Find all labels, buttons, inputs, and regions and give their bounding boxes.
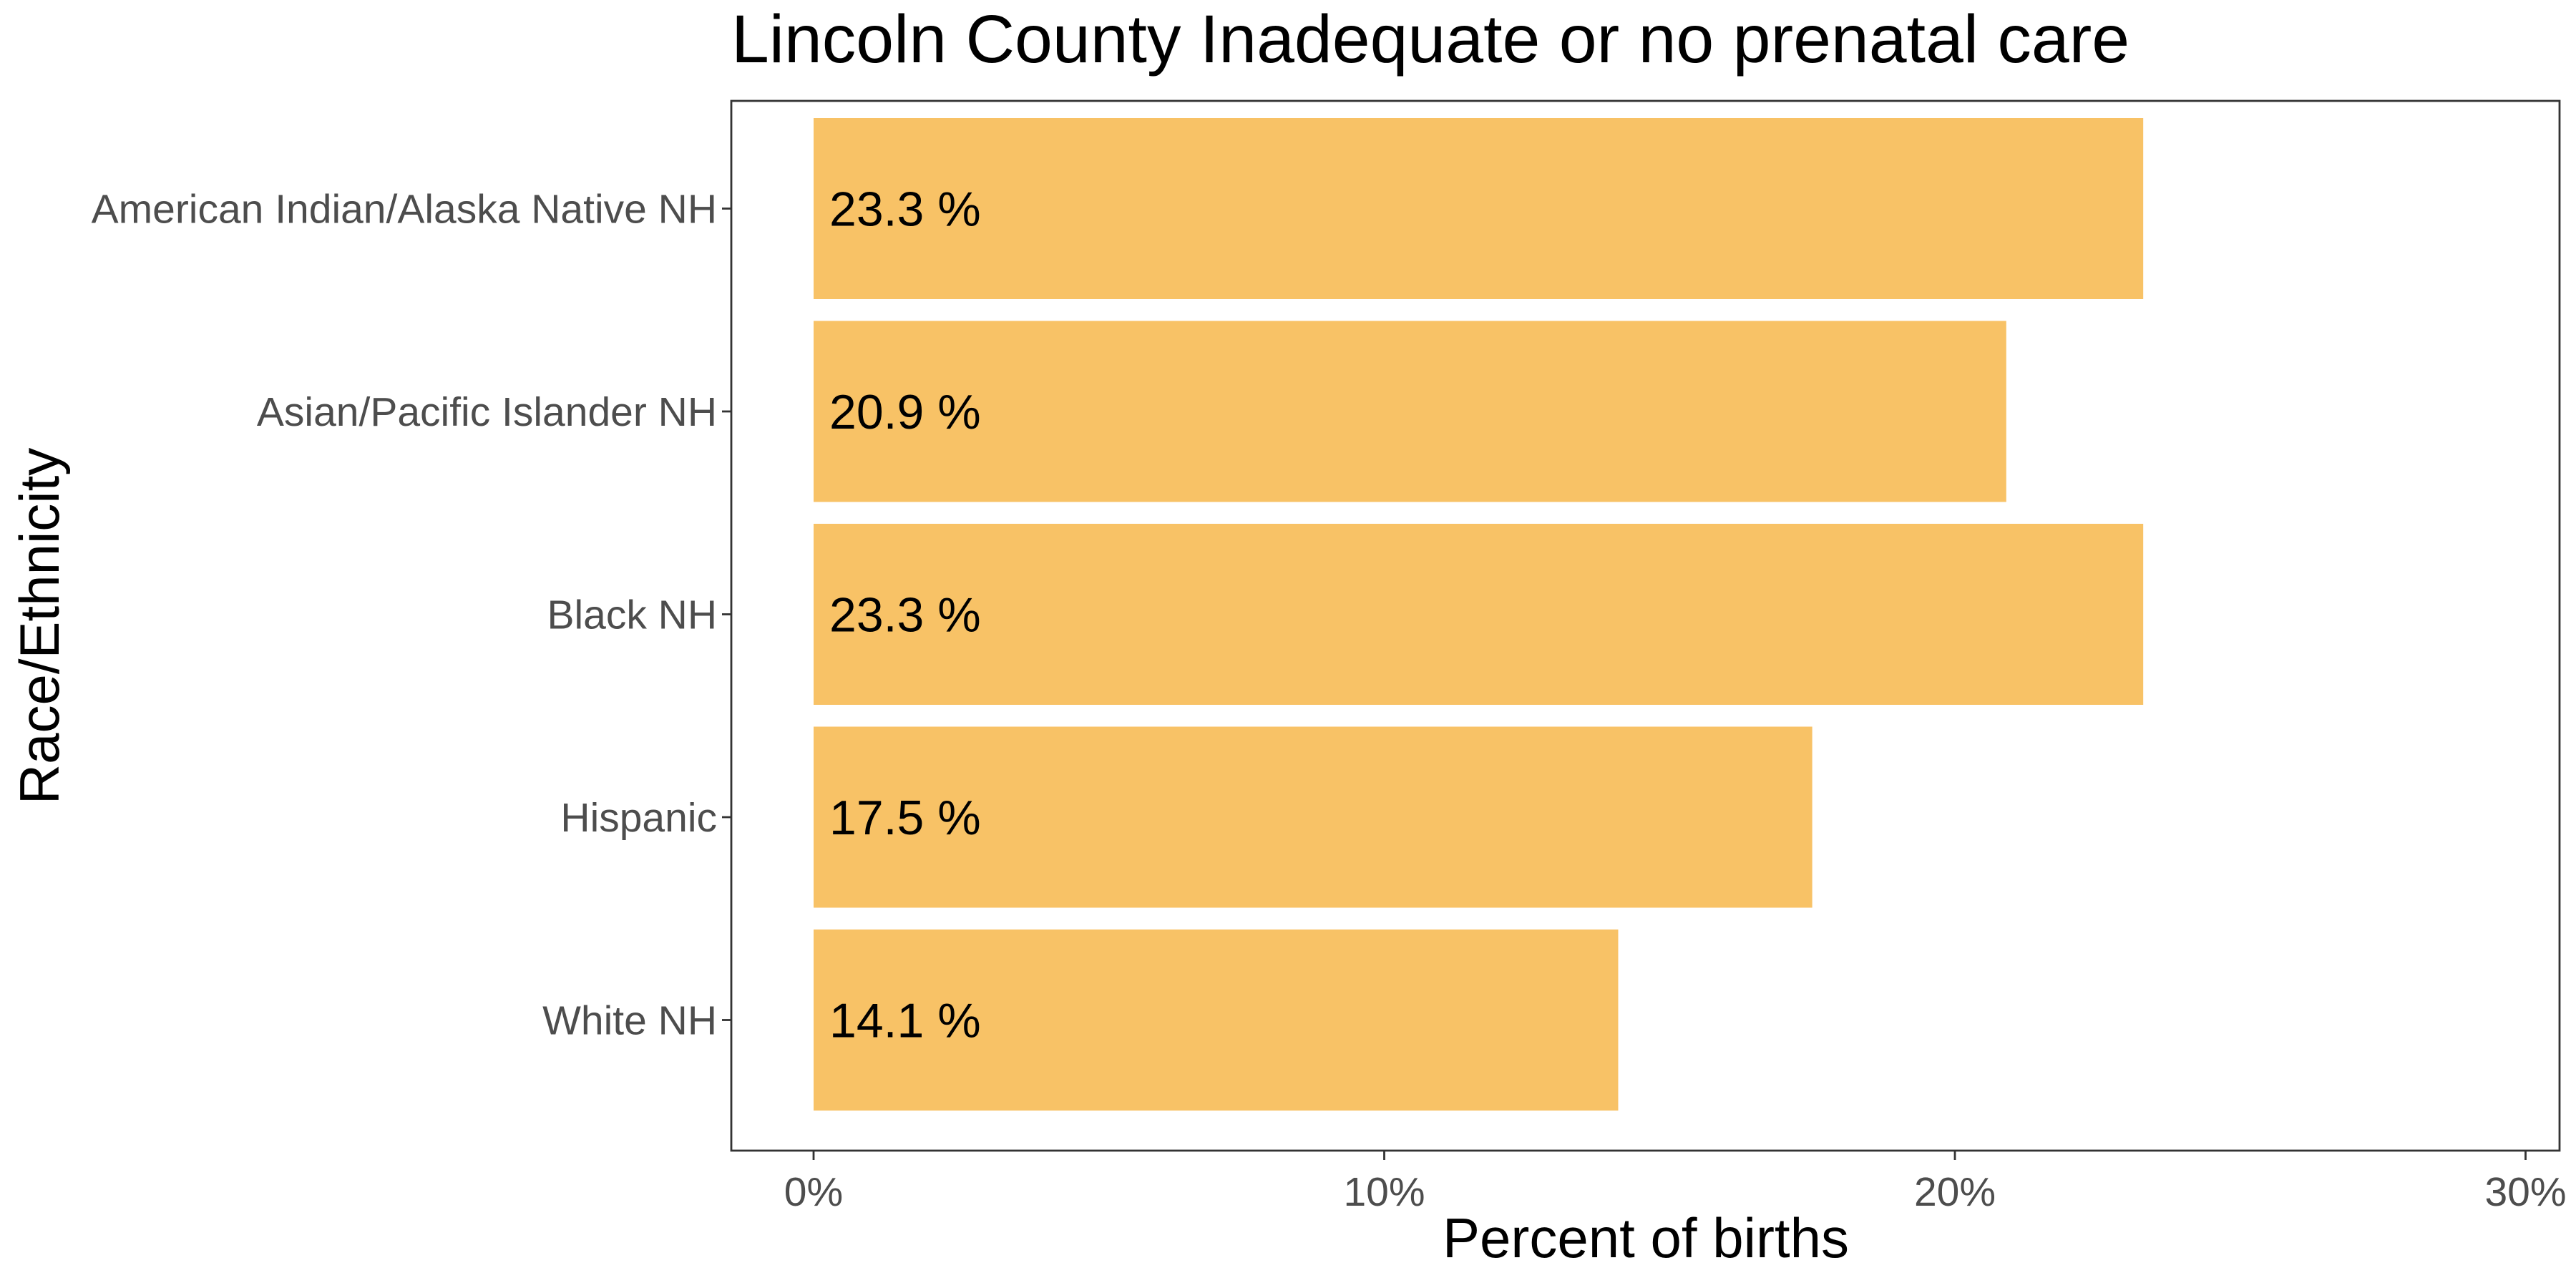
data-label: 20.9 % bbox=[829, 385, 981, 439]
y-tick-label: American Indian/Alaska Native NH bbox=[92, 187, 717, 233]
chart-title: Lincoln County Inadequate or no prenatal… bbox=[731, 1, 2129, 77]
x-tick-label: 10% bbox=[1343, 1169, 1425, 1215]
x-tick-label: 20% bbox=[1914, 1169, 1996, 1215]
y-axis: American Indian/Alaska Native NH Asian/Pa… bbox=[92, 187, 731, 1044]
y-tick-label: Hispanic bbox=[560, 795, 717, 841]
data-label: 23.3 % bbox=[829, 182, 981, 237]
data-label: 23.3 % bbox=[829, 588, 981, 643]
bar bbox=[814, 321, 2006, 502]
x-tick-label: 30% bbox=[2484, 1169, 2566, 1215]
y-tick-label: Asian/Pacific Islander NH bbox=[257, 389, 717, 435]
y-tick-label: Black NH bbox=[547, 592, 717, 638]
data-label: 14.1 % bbox=[829, 994, 981, 1048]
data-labels-layer: 23.3 % 20.9 % 23.3 % 17.5 % 14.1 % bbox=[829, 182, 981, 1048]
y-tick-label: White NH bbox=[542, 998, 717, 1044]
x-axis-title: Percent of births bbox=[1443, 1206, 1849, 1269]
x-tick-label: 0% bbox=[784, 1169, 843, 1215]
x-axis: 0% 10% 20% 30% bbox=[784, 1151, 2567, 1215]
bar bbox=[814, 726, 1813, 908]
bar bbox=[814, 930, 1619, 1111]
y-axis-title: Race/Ethnicity bbox=[8, 448, 71, 805]
data-label: 17.5 % bbox=[829, 791, 981, 845]
bars-layer bbox=[814, 118, 2144, 1111]
bar bbox=[814, 118, 2144, 299]
bar bbox=[814, 524, 2144, 705]
